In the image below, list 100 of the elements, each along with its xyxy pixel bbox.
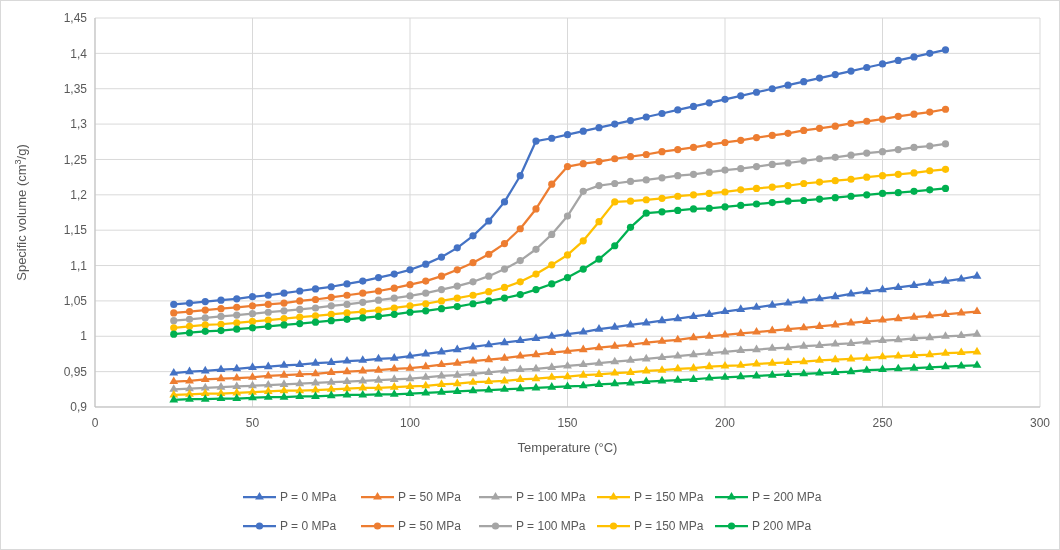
point: [515, 335, 525, 344]
point: [642, 150, 650, 159]
point: [233, 311, 241, 319]
point: [421, 372, 431, 380]
point: [909, 312, 919, 320]
point: [359, 314, 367, 322]
point: [485, 217, 493, 225]
y-tick-label: 1,25: [63, 152, 88, 167]
point: [642, 176, 650, 184]
point: [910, 169, 918, 177]
point: [516, 257, 524, 265]
point: [233, 325, 241, 333]
point: [280, 299, 288, 307]
point: [689, 170, 698, 178]
point: [469, 300, 477, 308]
point: [547, 362, 557, 370]
point: [736, 328, 746, 336]
point: [972, 360, 982, 368]
point: [248, 310, 257, 318]
point: [295, 391, 305, 399]
point: [295, 385, 305, 394]
point: [689, 191, 698, 199]
point: [941, 361, 950, 370]
point: [264, 308, 272, 316]
point: [626, 355, 635, 363]
point: [359, 277, 367, 285]
point: [689, 349, 698, 358]
point: [563, 360, 572, 369]
point: [925, 310, 935, 319]
point: [956, 330, 966, 339]
point: [500, 294, 509, 302]
point: [279, 370, 289, 378]
point: [784, 159, 792, 167]
point: [926, 108, 934, 116]
point: [878, 314, 887, 323]
point: [578, 344, 588, 353]
point: [484, 367, 494, 375]
point: [469, 278, 477, 286]
point: [784, 197, 792, 205]
point: [799, 356, 809, 365]
point: [894, 145, 902, 154]
point: [673, 350, 683, 359]
point: [767, 325, 777, 334]
y-tick-label: 1,05: [63, 294, 88, 309]
point: [437, 285, 446, 294]
point: [783, 297, 793, 306]
point: [485, 250, 493, 258]
point: [595, 182, 603, 190]
point: [878, 351, 887, 360]
point: [515, 350, 525, 359]
point: [264, 316, 272, 324]
point: [689, 374, 698, 382]
point: [595, 124, 603, 132]
point: [909, 280, 919, 288]
point: [594, 358, 604, 366]
point: [201, 306, 209, 314]
point: [721, 166, 729, 174]
point: [768, 199, 776, 207]
point: [752, 200, 761, 208]
point: [326, 384, 336, 392]
point: [658, 148, 666, 156]
point: [595, 255, 603, 263]
point: [547, 372, 557, 380]
point: [831, 70, 839, 79]
point: [893, 363, 903, 372]
point: [815, 195, 824, 203]
point: [374, 389, 383, 397]
point: [815, 355, 824, 363]
point: [233, 295, 241, 303]
point: [956, 360, 966, 369]
point: [406, 266, 414, 274]
point: [579, 160, 587, 168]
point: [673, 363, 683, 372]
point: [815, 124, 824, 132]
point: [468, 377, 478, 385]
point: [752, 162, 761, 171]
point: [799, 368, 809, 377]
point: [925, 332, 935, 341]
point: [185, 366, 194, 375]
point: [421, 361, 431, 370]
point: [217, 320, 225, 328]
point: [752, 344, 761, 353]
x-tick-label: 100: [399, 416, 421, 430]
point: [926, 186, 934, 194]
point: [280, 314, 288, 323]
point: [342, 383, 352, 392]
point: [453, 244, 461, 252]
point: [594, 342, 604, 351]
point: [327, 283, 335, 291]
point: [830, 354, 840, 363]
point: [611, 155, 619, 163]
point: [279, 385, 289, 394]
point: [894, 170, 902, 178]
point: [248, 293, 257, 301]
x-axis-title: Temperature (°C): [517, 440, 618, 455]
point: [548, 280, 556, 288]
point: [658, 208, 666, 216]
point: [783, 357, 793, 365]
point: [768, 85, 776, 93]
point: [831, 194, 839, 202]
